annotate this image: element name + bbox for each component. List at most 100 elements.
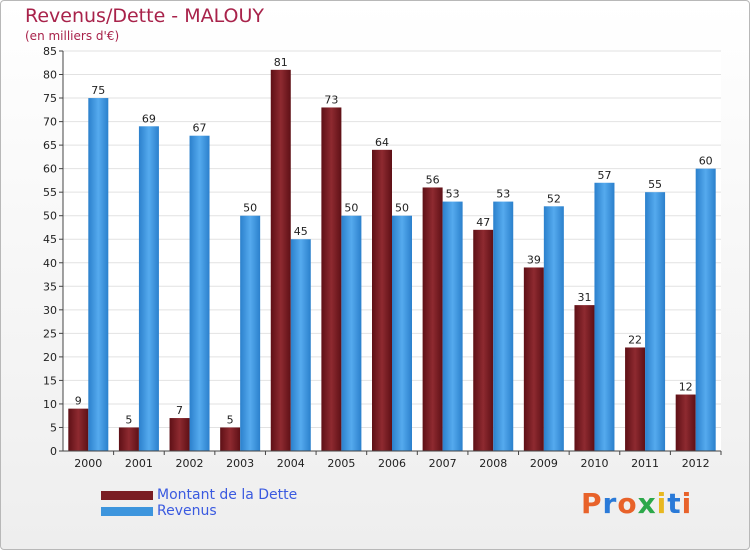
bar-dette-2002	[169, 418, 190, 451]
data-label: 50	[243, 202, 257, 215]
data-label: 57	[597, 169, 611, 182]
x-tick-label: 2006	[378, 457, 406, 470]
y-tick-label: 75	[43, 92, 57, 105]
x-tick-label: 2011	[631, 457, 659, 470]
bar-dette-2009	[523, 267, 544, 451]
legend-swatch-revenus	[101, 506, 153, 516]
logo-letter: t	[667, 487, 682, 520]
data-label: 64	[375, 136, 389, 149]
data-label: 22	[628, 333, 642, 346]
data-label: 45	[294, 225, 308, 238]
bar-dette-2008	[473, 229, 494, 451]
data-label: 9	[75, 395, 82, 408]
proxiti-logo: Proxiti	[581, 487, 692, 520]
y-tick-label: 65	[43, 139, 57, 152]
y-tick-label: 5	[50, 421, 57, 434]
y-tick-label: 85	[43, 45, 57, 58]
data-label: 67	[193, 122, 207, 135]
x-tick-label: 2010	[580, 457, 608, 470]
bar-revenus-2010	[594, 182, 615, 451]
bar-dette-2010	[574, 305, 595, 451]
legend-label-dette: Montant de la Dette	[157, 487, 298, 503]
y-tick-label: 10	[43, 398, 57, 411]
y-tick-label: 80	[43, 69, 57, 82]
data-label: 73	[324, 93, 338, 106]
bar-dette-2012	[675, 394, 696, 451]
data-label: 12	[679, 381, 693, 394]
data-label: 50	[344, 202, 358, 215]
bar-revenus-2011	[645, 192, 666, 452]
bar-dette-2001	[118, 427, 139, 451]
data-label: 81	[274, 56, 288, 69]
y-tick-label: 60	[43, 163, 57, 176]
data-label: 5	[125, 413, 132, 426]
chart-subtitle: (en milliers d'€)	[25, 29, 120, 43]
bar-revenus-2002	[189, 135, 210, 452]
bar-revenus-2000	[88, 98, 109, 451]
bar-dette-2006	[372, 149, 392, 451]
y-tick-label: 35	[43, 280, 57, 293]
bar-revenus-2007	[442, 201, 463, 451]
y-tick-label: 0	[50, 445, 57, 458]
data-label: 53	[446, 188, 460, 201]
logo-letter: i	[681, 487, 693, 520]
bar-revenus-2005	[341, 215, 362, 451]
data-label: 69	[142, 112, 156, 125]
bar-dette-2004	[270, 69, 291, 451]
logo-letter: i	[656, 487, 668, 520]
bar-revenus-2009	[543, 206, 564, 451]
data-label: 55	[648, 178, 662, 191]
y-tick-label: 70	[43, 116, 57, 129]
logo-letter: o	[617, 487, 638, 520]
data-label: 31	[577, 291, 591, 304]
data-label: 52	[547, 192, 561, 205]
legend-label-revenus: Revenus	[157, 503, 217, 519]
bar-dette-2000	[68, 408, 89, 451]
x-tick-label: 2001	[125, 457, 153, 470]
x-tick-label: 2008	[479, 457, 507, 470]
x-tick-label: 2004	[277, 457, 305, 470]
bar-revenus-2008	[493, 201, 514, 451]
bar-revenus-2001	[138, 126, 159, 451]
y-tick-label: 20	[43, 351, 57, 364]
y-tick-label: 40	[43, 257, 57, 270]
logo-letter: P	[581, 487, 603, 520]
bar-revenus-2006	[392, 215, 412, 451]
bar-dette-2005	[321, 107, 342, 452]
x-tick-label: 2005	[327, 457, 355, 470]
legend-item-dette: Montant de la Dette	[101, 487, 297, 503]
data-label: 60	[699, 155, 713, 168]
y-tick-label: 45	[43, 233, 57, 246]
data-label: 50	[395, 202, 409, 215]
bar-revenus-2004	[290, 239, 311, 451]
y-tick-label: 55	[43, 186, 57, 199]
legend-swatch-dette	[101, 490, 153, 500]
x-tick-label: 2002	[176, 457, 204, 470]
data-label: 56	[426, 173, 440, 186]
y-tick-label: 25	[43, 327, 57, 340]
x-tick-label: 2009	[530, 457, 558, 470]
bar-dette-2003	[220, 427, 241, 451]
x-tick-label: 2007	[429, 457, 457, 470]
y-tick-label: 50	[43, 210, 57, 223]
x-tick-label: 2000	[74, 457, 102, 470]
data-label: 47	[476, 216, 490, 229]
y-tick-label: 15	[43, 374, 57, 387]
bar-dette-2011	[625, 347, 646, 451]
data-label: 39	[527, 253, 541, 266]
data-label: 5	[227, 413, 234, 426]
x-tick-label: 2012	[682, 457, 710, 470]
data-label: 7	[176, 404, 183, 417]
data-label: 75	[91, 84, 105, 97]
logo-letter: r	[602, 487, 618, 520]
chart-title: Revenus/Dette - MALOUY	[25, 5, 264, 27]
y-tick-label: 30	[43, 304, 57, 317]
legend-item-revenus: Revenus	[101, 503, 297, 519]
bar-revenus-2012	[695, 168, 716, 451]
chart-legend: Montant de la Dette Revenus	[101, 487, 297, 519]
logo-letter: x	[637, 487, 657, 520]
bar-dette-2007	[422, 187, 443, 451]
x-tick-label: 2003	[226, 457, 254, 470]
